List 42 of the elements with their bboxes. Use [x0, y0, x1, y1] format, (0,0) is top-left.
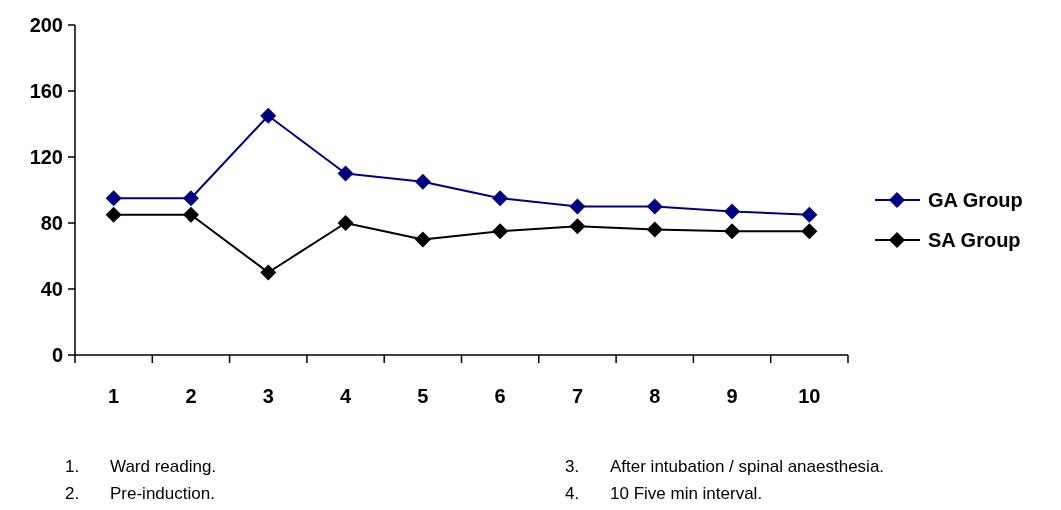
x-tick-label: 9	[726, 385, 738, 407]
x-tick-label: 1	[108, 385, 120, 407]
point	[414, 173, 431, 190]
text: 1. Ward reading.	[65, 457, 217, 476]
legend-label: GA Group	[928, 189, 1023, 211]
y-tick-label: 160	[29, 80, 63, 102]
point	[414, 231, 431, 248]
point	[646, 198, 663, 215]
text: 4. 10 Five min interval.	[565, 484, 763, 503]
point	[337, 215, 354, 231]
point	[569, 198, 586, 215]
x-tick-label: 7	[571, 385, 584, 407]
x-tick-label: 10	[798, 385, 821, 407]
x-tick-label: 6	[494, 385, 506, 407]
x-tick-label: 3	[262, 385, 274, 407]
point	[569, 218, 586, 235]
point	[337, 165, 354, 182]
x-tick-label: 4	[339, 385, 352, 407]
point	[182, 190, 199, 207]
y-tick-label: 200	[29, 14, 63, 36]
point	[646, 221, 663, 238]
point	[492, 190, 509, 207]
point	[260, 264, 277, 281]
text: 3. After intubation / spinal anaesthesia.	[565, 457, 885, 476]
text: 2. Pre-induction.	[65, 484, 215, 503]
point	[105, 190, 122, 207]
y-tick-label: 40	[40, 278, 63, 300]
point	[801, 223, 818, 240]
point	[105, 206, 122, 223]
legend-label: SA Group	[928, 229, 1021, 251]
point	[492, 223, 509, 240]
x-tick-label: 2	[185, 385, 197, 407]
x-tick-label: 8	[649, 385, 661, 407]
y-tick-label: 120	[29, 146, 63, 168]
point	[260, 107, 277, 124]
y-tick-label: 80	[40, 212, 63, 234]
point	[182, 206, 199, 223]
x-tick-label: 5	[417, 385, 429, 407]
point	[801, 206, 818, 223]
y-tick-label: 0	[51, 344, 63, 366]
point	[724, 223, 741, 240]
point	[724, 203, 741, 220]
